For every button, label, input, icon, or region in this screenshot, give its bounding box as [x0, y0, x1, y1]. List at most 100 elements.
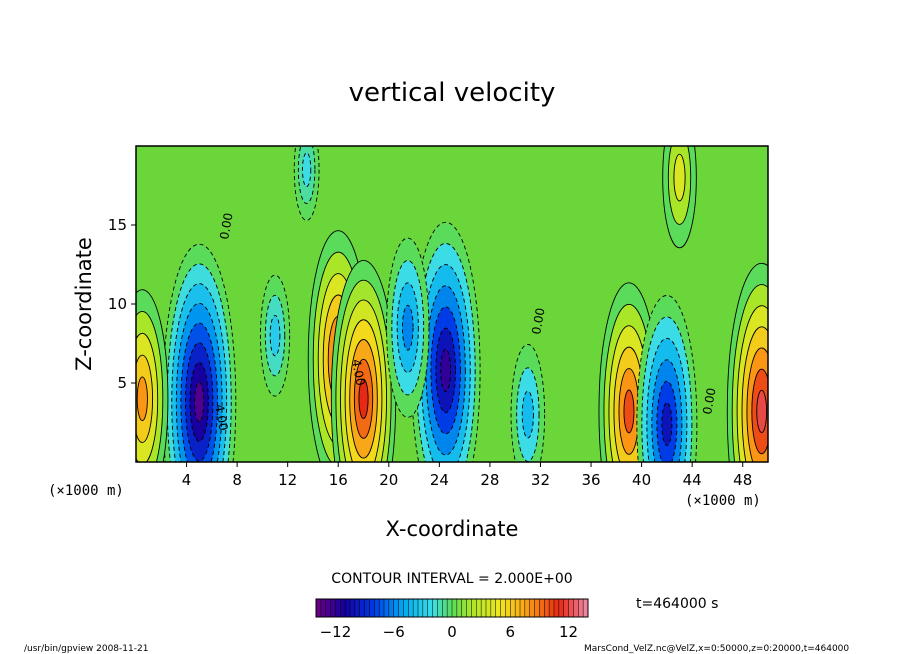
- colorbar-cell: [510, 599, 516, 617]
- colorbar-cell: [583, 599, 589, 617]
- colorbar-cell: [549, 599, 555, 617]
- colorbar-cell: [350, 599, 356, 617]
- x-tick-label: 40: [632, 471, 651, 489]
- colorbar-tick-label: 12: [559, 623, 578, 641]
- field-contour: [756, 389, 768, 434]
- x-tick-label: 44: [683, 471, 702, 489]
- colorbar-cell: [471, 599, 477, 617]
- x-axis-ticks: 4 8 12 16 20 24 28 32 36 40 44 48: [182, 462, 752, 489]
- colorbar-tick-label: −12: [320, 623, 352, 641]
- x-tick-label: 20: [379, 471, 398, 489]
- contour-label: 4.00: [349, 358, 367, 387]
- colorbar-cell: [422, 599, 429, 617]
- field-contour: [302, 152, 312, 188]
- x-tick-label: 36: [581, 471, 600, 489]
- colorbar-cell: [418, 599, 424, 617]
- colorbar-cell: [481, 599, 487, 617]
- field-contour: [269, 314, 281, 357]
- colorbar-cell: [413, 599, 419, 617]
- colorbar-cell: [476, 599, 482, 617]
- colorbar-cell: [403, 599, 409, 617]
- colorbar-cell: [330, 599, 336, 617]
- colorbar-cell: [515, 599, 521, 617]
- colorbar-cell: [345, 599, 351, 617]
- colorbar-cell: [554, 599, 560, 617]
- field-contour: [661, 402, 673, 446]
- field-contour: [402, 304, 414, 351]
- colorbar-cell: [490, 599, 497, 617]
- colorbar-cell: [388, 599, 395, 617]
- colorbar-cell: [486, 599, 492, 617]
- colorbar-cell: [359, 599, 366, 617]
- x-tick-label: 32: [531, 471, 550, 489]
- time-label: t=464000 s: [636, 596, 718, 612]
- x-tick-label: 28: [480, 471, 499, 489]
- colorbar-cell: [539, 599, 545, 617]
- y-axis-title: Z-coordinate: [72, 237, 96, 371]
- colorbar-tick-label: −6: [383, 623, 405, 641]
- y-tick-label: 5: [117, 374, 127, 392]
- y-axis-ticks: 5 10 15: [108, 216, 136, 392]
- colorbar-cell: [369, 599, 375, 617]
- colorbar-cell: [505, 599, 511, 617]
- colorbar-cell: [354, 599, 361, 617]
- colorbar-ticks: −12 −6 0 6 12: [320, 623, 579, 641]
- x-tick-label: 12: [278, 471, 297, 489]
- colorbar-cell: [364, 599, 370, 617]
- colorbar-cell: [374, 599, 380, 617]
- colorbar-cell: [437, 599, 443, 617]
- field-contour: [440, 348, 452, 392]
- field-contour: [194, 381, 205, 423]
- colorbar-cell: [578, 599, 584, 617]
- z-unit-label: (×1000 m): [48, 483, 124, 499]
- colorbar-cell: [340, 599, 346, 617]
- colorbar-cell: [456, 599, 463, 617]
- colorbar-cell: [427, 599, 434, 617]
- colorbar-cell: [500, 599, 506, 617]
- colorbar-cell: [408, 599, 414, 617]
- colorbar-cell: [447, 599, 453, 617]
- y-tick-label: 10: [108, 295, 127, 313]
- footer-right: MarsCond_VelZ.nc@VelZ,x=0:50000,z=0:2000…: [584, 644, 849, 654]
- colorbar-cell: [432, 599, 438, 617]
- colorbar-cell: [544, 599, 550, 617]
- colorbar-frame: [315, 598, 589, 618]
- colorbar-cell: [466, 599, 472, 617]
- x-tick-label: 16: [329, 471, 348, 489]
- x-unit-label: (×1000 m): [685, 493, 761, 509]
- plot-area: 0.00 0.00 4.00 4.00 0.00: [135, 145, 769, 463]
- contour-label: 0.00: [529, 307, 547, 336]
- colorbar-cell: [573, 599, 579, 617]
- colorbar-tick-label: 6: [506, 623, 516, 641]
- x-tick-label: 4: [182, 471, 192, 489]
- colorbar-cell: [452, 599, 458, 617]
- contour-interval: CONTOUR INTERVAL = 2.000E+00: [331, 571, 572, 587]
- colorbar-cell: [495, 599, 502, 617]
- colorbar-cell: [558, 599, 565, 617]
- contour-label: 0.00: [700, 387, 718, 416]
- colorbar-cell: [393, 599, 400, 617]
- colorbar-cell: [534, 599, 540, 617]
- colorbar-cell: [442, 599, 448, 617]
- colorbar-cell: [316, 599, 322, 617]
- x-tick-label: 48: [733, 471, 752, 489]
- field-features: [136, 146, 768, 462]
- colorbar-cell: [524, 599, 531, 617]
- colorbar-cell: [325, 599, 332, 617]
- colorbar-cell: [384, 599, 390, 617]
- field-contour: [136, 376, 148, 422]
- colorbar-cell: [568, 599, 574, 617]
- colorbar-tick-label: 0: [447, 623, 457, 641]
- field-contour: [358, 378, 369, 420]
- field-contour: [521, 390, 534, 439]
- colorbar-cell: [335, 599, 341, 617]
- footer-left: /usr/bin/gpview 2008-11-21: [24, 644, 148, 654]
- x-tick-label: 8: [232, 471, 242, 489]
- colorbar-cell: [461, 599, 468, 617]
- colorbar-cell: [520, 599, 526, 617]
- colorbar-cell: [563, 599, 570, 617]
- contour-label: 0.00: [217, 212, 235, 241]
- field-contour: [623, 389, 635, 434]
- y-tick-label: 15: [108, 216, 127, 234]
